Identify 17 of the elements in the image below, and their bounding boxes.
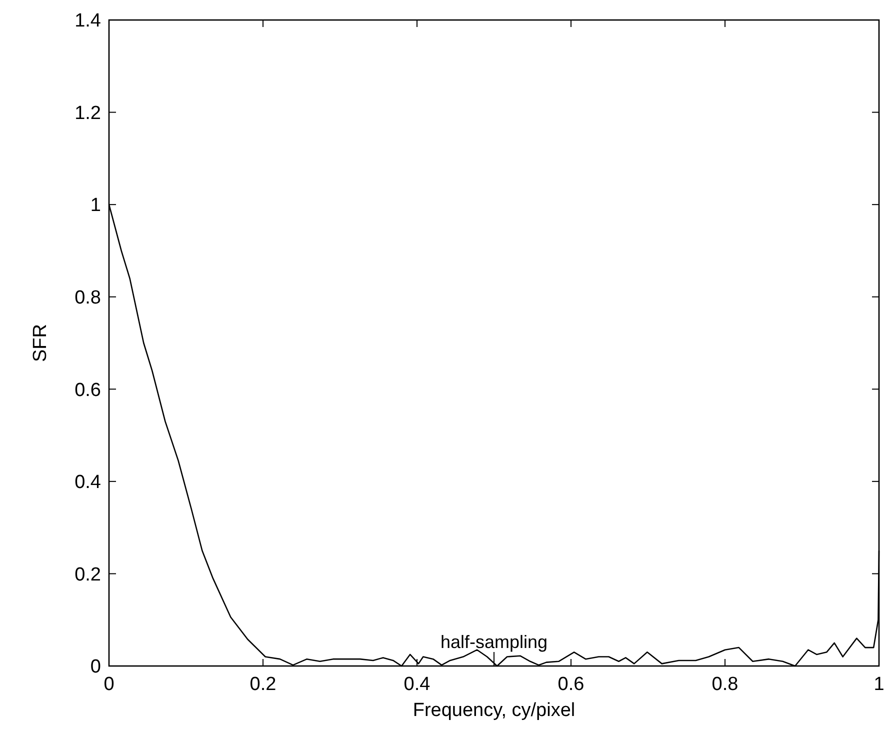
x-axis-title: Frequency, cy/pixel <box>412 700 576 721</box>
x-tick-label: 0.8 <box>712 674 738 695</box>
y-tick-label: 0.2 <box>74 564 101 586</box>
y-axis-title: SFR <box>30 324 51 362</box>
x-tick-label: 0.4 <box>404 674 431 695</box>
x-tick-label: 0 <box>104 674 114 695</box>
x-tick-label: 0.2 <box>250 674 276 695</box>
y-tick-label: 0.8 <box>74 288 101 309</box>
y-tick-label: 1.2 <box>74 102 101 124</box>
x-tick-label: 1 <box>874 674 884 695</box>
annotation: half-sampling <box>440 632 548 652</box>
y-tick-label: 1 <box>90 195 101 216</box>
y-tick-label: 0 <box>90 656 101 678</box>
y-tick-label: 0.4 <box>74 472 102 494</box>
x-tick-label: 0.6 <box>558 674 584 695</box>
y-tick-label: 0.6 <box>74 380 101 401</box>
y-tick-label: 1.4 <box>74 10 102 32</box>
